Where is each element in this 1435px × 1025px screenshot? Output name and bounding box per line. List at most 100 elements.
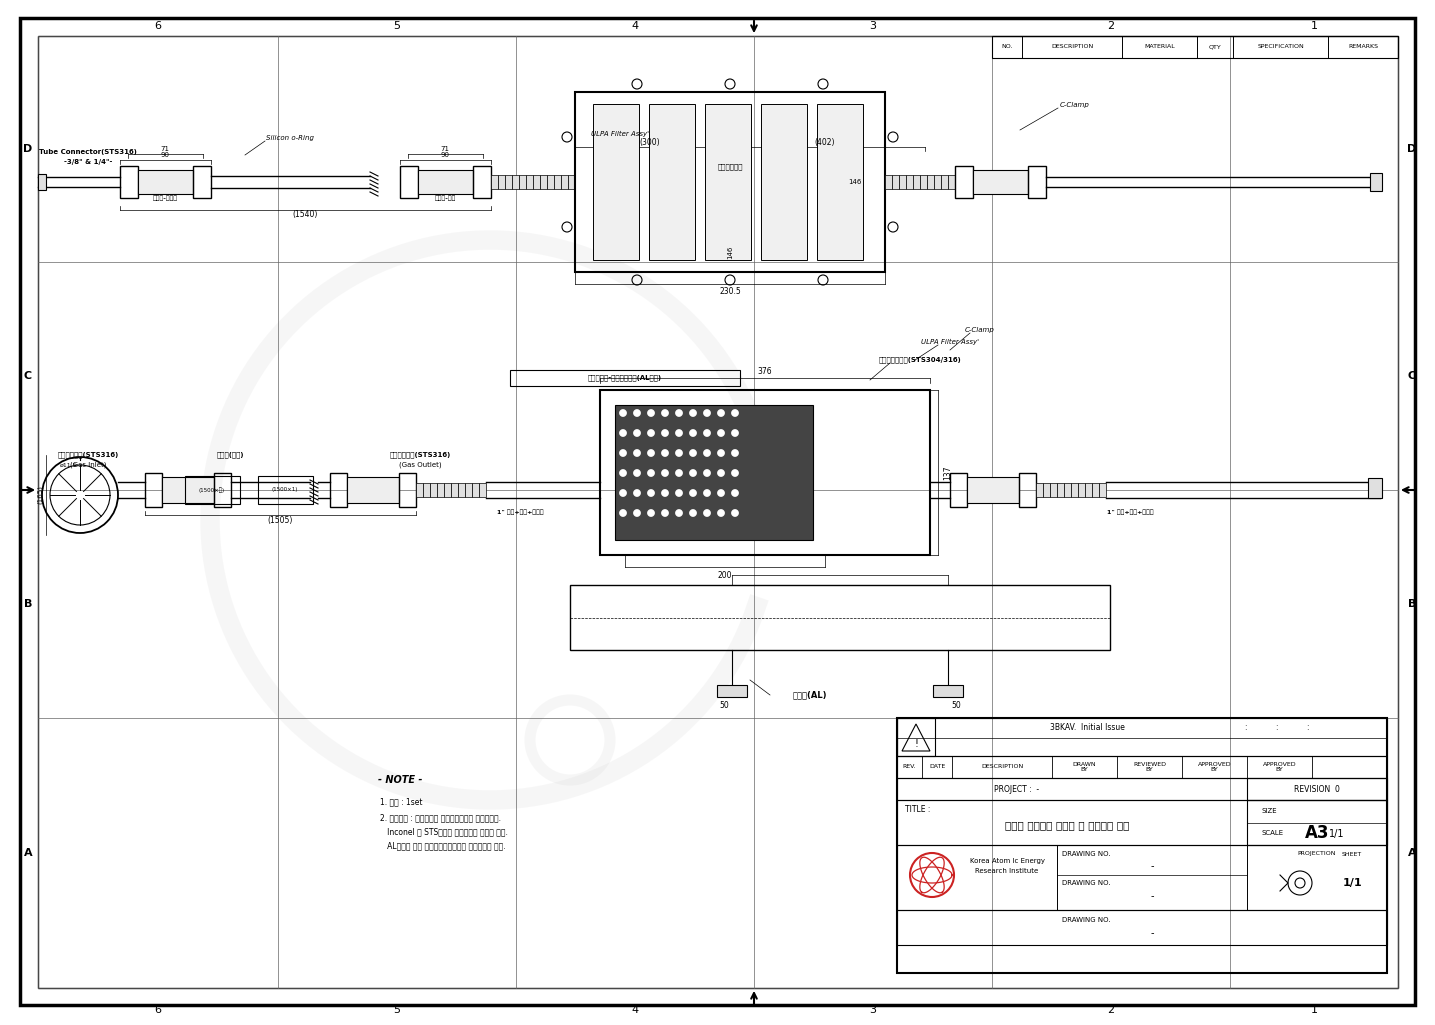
Text: 50: 50 (719, 700, 729, 709)
Circle shape (676, 410, 683, 416)
Circle shape (718, 469, 725, 477)
Bar (1019, 473, 1036, 507)
Text: DRAWING NO.: DRAWING NO. (1062, 851, 1111, 857)
Text: 프레임(AL): 프레임(AL) (792, 691, 827, 699)
Text: D: D (23, 144, 33, 154)
Text: 230.5: 230.5 (719, 287, 740, 296)
Text: A: A (1408, 848, 1416, 858)
Bar (474, 166, 491, 198)
Circle shape (703, 509, 710, 517)
Circle shape (703, 410, 710, 416)
Text: 5: 5 (393, 1004, 400, 1015)
Circle shape (662, 469, 669, 477)
Text: 71: 71 (441, 146, 449, 152)
Bar (897, 718, 1388, 756)
Text: (300): (300) (640, 137, 660, 147)
Circle shape (718, 429, 725, 437)
Text: DRAWN
BY: DRAWN BY (1073, 762, 1096, 773)
Circle shape (676, 490, 683, 496)
Bar (1247, 800, 1388, 845)
Bar (472, 483, 479, 497)
Bar (1043, 483, 1050, 497)
Text: Inconel 및 STS부품은 산세정으로 마무리 할것.: Inconel 및 STS부품은 산세정으로 마무리 할것. (380, 827, 508, 836)
Text: !: ! (914, 739, 918, 749)
Circle shape (689, 450, 696, 456)
Circle shape (620, 469, 627, 477)
Bar (1071, 483, 1078, 497)
Text: ULPA Filter Assy': ULPA Filter Assy' (591, 131, 649, 137)
Bar (1099, 483, 1106, 497)
Bar (458, 483, 465, 497)
Bar (519, 175, 527, 189)
Text: 2: 2 (1108, 1004, 1115, 1015)
Circle shape (633, 450, 640, 456)
Text: 1" 보닛+볼락+글랜드: 1" 보닛+볼락+글랜드 (1106, 509, 1154, 515)
Bar (1247, 778, 1388, 800)
Circle shape (703, 469, 710, 477)
Bar (547, 175, 554, 189)
Bar (1078, 483, 1085, 497)
Bar (479, 483, 486, 497)
Text: 글공밀실청관(STS316): 글공밀실청관(STS316) (389, 452, 451, 458)
Bar (817, 104, 862, 260)
Text: 4: 4 (631, 1004, 639, 1015)
Circle shape (620, 509, 627, 517)
Bar (897, 910, 1388, 945)
Circle shape (718, 450, 725, 456)
Text: 3: 3 (870, 20, 877, 31)
Circle shape (676, 450, 683, 456)
Text: 146: 146 (848, 179, 861, 184)
Text: (1540): (1540) (293, 210, 319, 219)
Bar (992, 36, 1398, 58)
Text: DATE: DATE (928, 765, 946, 770)
Text: B: B (1408, 599, 1416, 609)
Bar (443, 483, 451, 497)
Bar (1050, 483, 1058, 497)
Circle shape (732, 490, 739, 496)
Text: A: A (24, 848, 33, 858)
Circle shape (732, 410, 739, 416)
Text: 2. 표면처리 : 모든부품은 아세톤세정으로 마무리할것.: 2. 표면처리 : 모든부품은 아세톤세정으로 마무리할것. (380, 814, 501, 822)
Text: C: C (1408, 371, 1416, 381)
Text: DRAWING NO.: DRAWING NO. (1062, 880, 1111, 886)
Circle shape (662, 509, 669, 517)
Circle shape (732, 469, 739, 477)
Bar (905, 175, 913, 189)
Text: DESCRIPTION: DESCRIPTION (982, 765, 1023, 770)
Bar (568, 175, 575, 189)
Circle shape (676, 509, 683, 517)
Text: TITLE :: TITLE : (905, 806, 930, 815)
Text: -: - (1151, 928, 1154, 938)
Bar (893, 175, 898, 189)
Bar (465, 483, 472, 497)
Text: ø11.5: ø11.5 (59, 462, 76, 467)
Circle shape (633, 509, 640, 517)
Bar (718, 685, 748, 697)
Text: (Gas Outlet): (Gas Outlet) (399, 461, 442, 468)
Bar (505, 175, 512, 189)
Bar (897, 756, 1388, 778)
Text: 1/1: 1/1 (1329, 829, 1345, 839)
Bar (967, 477, 1019, 503)
Circle shape (647, 410, 654, 416)
Text: A3: A3 (1304, 824, 1329, 842)
Circle shape (620, 490, 627, 496)
Circle shape (662, 490, 669, 496)
Bar (162, 477, 214, 503)
Bar (491, 175, 498, 189)
Text: 5: 5 (393, 20, 400, 31)
Bar (949, 175, 956, 189)
Bar (1063, 483, 1071, 497)
Bar (330, 473, 347, 507)
Circle shape (620, 450, 627, 456)
Text: C-Clamp: C-Clamp (966, 327, 994, 333)
Bar (121, 166, 138, 198)
Circle shape (633, 490, 640, 496)
Bar (509, 370, 740, 386)
Text: Tube Connector(STS316): Tube Connector(STS316) (39, 149, 136, 155)
Bar (416, 483, 423, 497)
Bar (761, 104, 806, 260)
Bar (399, 473, 416, 507)
Circle shape (633, 410, 640, 416)
Text: 90: 90 (441, 152, 449, 158)
